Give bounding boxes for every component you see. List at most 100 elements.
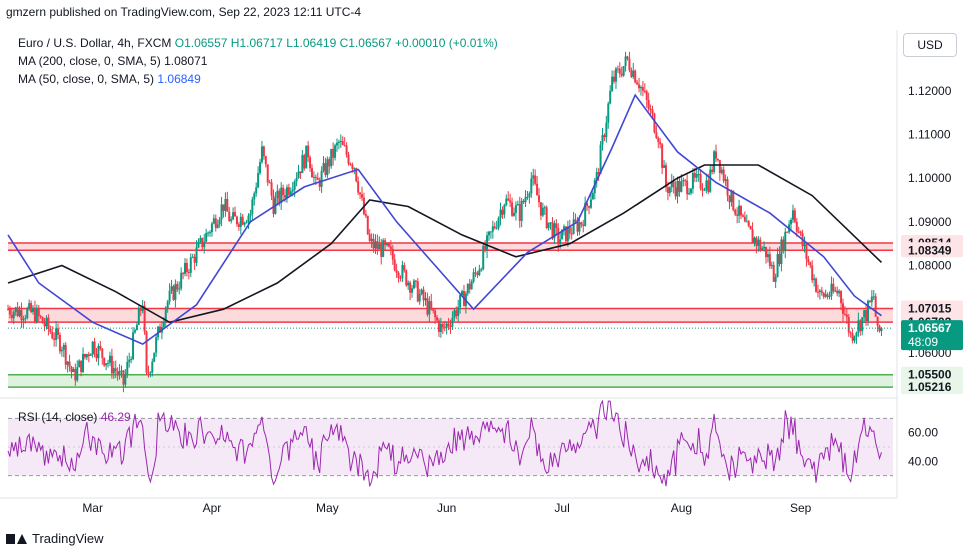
price-axis: 1.12000 1.11000 1.10000 1.09000 1.08000 1.070… bbox=[896, 30, 963, 498]
candle-body bbox=[872, 296, 875, 298]
candle-body bbox=[547, 222, 550, 229]
candle-body bbox=[210, 223, 213, 233]
candle bbox=[110, 348, 113, 379]
candle-body bbox=[349, 163, 352, 165]
candle-body bbox=[826, 294, 829, 297]
candle-body bbox=[220, 204, 223, 220]
candle bbox=[172, 284, 175, 301]
candle bbox=[316, 172, 319, 181]
candle bbox=[384, 238, 387, 251]
candle-body bbox=[153, 352, 156, 362]
candle bbox=[83, 353, 86, 360]
candle-body bbox=[289, 191, 292, 195]
candle bbox=[816, 284, 819, 298]
candle-body bbox=[745, 221, 748, 223]
candle bbox=[803, 236, 806, 253]
candle bbox=[153, 352, 156, 363]
candle bbox=[58, 332, 61, 355]
candle-body bbox=[686, 180, 689, 195]
candle-body bbox=[135, 324, 138, 331]
candle-body bbox=[455, 310, 458, 317]
candle bbox=[872, 290, 875, 300]
candle bbox=[253, 191, 256, 206]
candle-body bbox=[301, 155, 304, 174]
candle-body bbox=[99, 345, 102, 349]
candle-body bbox=[724, 179, 727, 181]
legend-symbol-row[interactable]: Euro / U.S. Dollar, 4h, FXCM O1.06557 H1… bbox=[18, 34, 498, 52]
candle-body bbox=[255, 187, 258, 194]
candle-body bbox=[534, 175, 537, 184]
candle-body bbox=[312, 176, 315, 178]
candle-body bbox=[218, 219, 221, 225]
candle-body bbox=[676, 180, 679, 197]
candle bbox=[772, 261, 775, 282]
candle-body bbox=[351, 164, 354, 169]
candle-body bbox=[89, 354, 92, 356]
candle-body bbox=[120, 370, 123, 372]
candle bbox=[713, 149, 716, 175]
candle-body bbox=[307, 145, 310, 158]
legend-ma200-row[interactable]: MA (200, close, 0, SMA, 5) 1.08071 bbox=[18, 52, 498, 70]
candle-body bbox=[247, 215, 250, 223]
candle-body bbox=[722, 169, 725, 181]
candle-body bbox=[45, 317, 48, 327]
candle bbox=[197, 238, 200, 249]
candle bbox=[285, 184, 288, 203]
candle-body bbox=[580, 222, 583, 225]
candle-body bbox=[445, 323, 448, 328]
candle-body bbox=[299, 171, 302, 174]
candle bbox=[541, 202, 544, 218]
candle bbox=[35, 304, 38, 324]
footer[interactable]: TradingView bbox=[6, 531, 104, 546]
candle bbox=[655, 125, 658, 140]
candle bbox=[768, 246, 771, 270]
ma50-line bbox=[7, 93, 882, 346]
candle bbox=[584, 196, 587, 227]
candle-body bbox=[355, 168, 358, 182]
candle bbox=[149, 371, 152, 378]
candle bbox=[639, 85, 642, 96]
candle-body bbox=[53, 338, 56, 340]
candle-body bbox=[122, 370, 125, 385]
current-price-tag-text: 1.06567 bbox=[908, 321, 952, 335]
currency-button[interactable]: USD bbox=[903, 33, 957, 57]
candle bbox=[368, 229, 371, 243]
candle bbox=[611, 70, 614, 92]
candle-body bbox=[778, 254, 781, 265]
candle bbox=[22, 315, 25, 328]
candle bbox=[287, 183, 290, 198]
candle-body bbox=[282, 187, 285, 196]
candle bbox=[593, 177, 596, 200]
candle bbox=[813, 274, 816, 287]
candle-body bbox=[851, 333, 854, 341]
candle-body bbox=[738, 205, 741, 216]
candle bbox=[505, 194, 508, 207]
candle bbox=[428, 296, 431, 323]
candle-body bbox=[372, 238, 375, 249]
candle-body bbox=[386, 243, 389, 246]
candle-body bbox=[511, 202, 514, 216]
candle bbox=[853, 335, 856, 344]
rsi-legend[interactable]: RSI (14, close) 46.29 bbox=[18, 410, 131, 424]
candle-body bbox=[611, 76, 614, 91]
candle bbox=[622, 65, 625, 77]
candle-body bbox=[124, 374, 127, 385]
candle bbox=[282, 184, 285, 202]
candle bbox=[514, 201, 517, 221]
candle bbox=[818, 288, 821, 300]
candle bbox=[524, 190, 527, 208]
candle-body bbox=[228, 211, 231, 222]
candle-body bbox=[108, 355, 111, 363]
candle bbox=[216, 219, 219, 229]
candle-body bbox=[509, 200, 512, 203]
candle-body bbox=[834, 290, 837, 292]
candle-body bbox=[180, 272, 183, 289]
candle bbox=[824, 289, 827, 298]
candle-body bbox=[335, 142, 338, 146]
candle-body bbox=[62, 344, 65, 350]
candle bbox=[603, 133, 606, 142]
legend-ma50-row[interactable]: MA (50, close, 0, SMA, 5) 1.06849 bbox=[18, 70, 498, 88]
candle-body bbox=[224, 198, 227, 211]
candle-body bbox=[353, 168, 356, 170]
